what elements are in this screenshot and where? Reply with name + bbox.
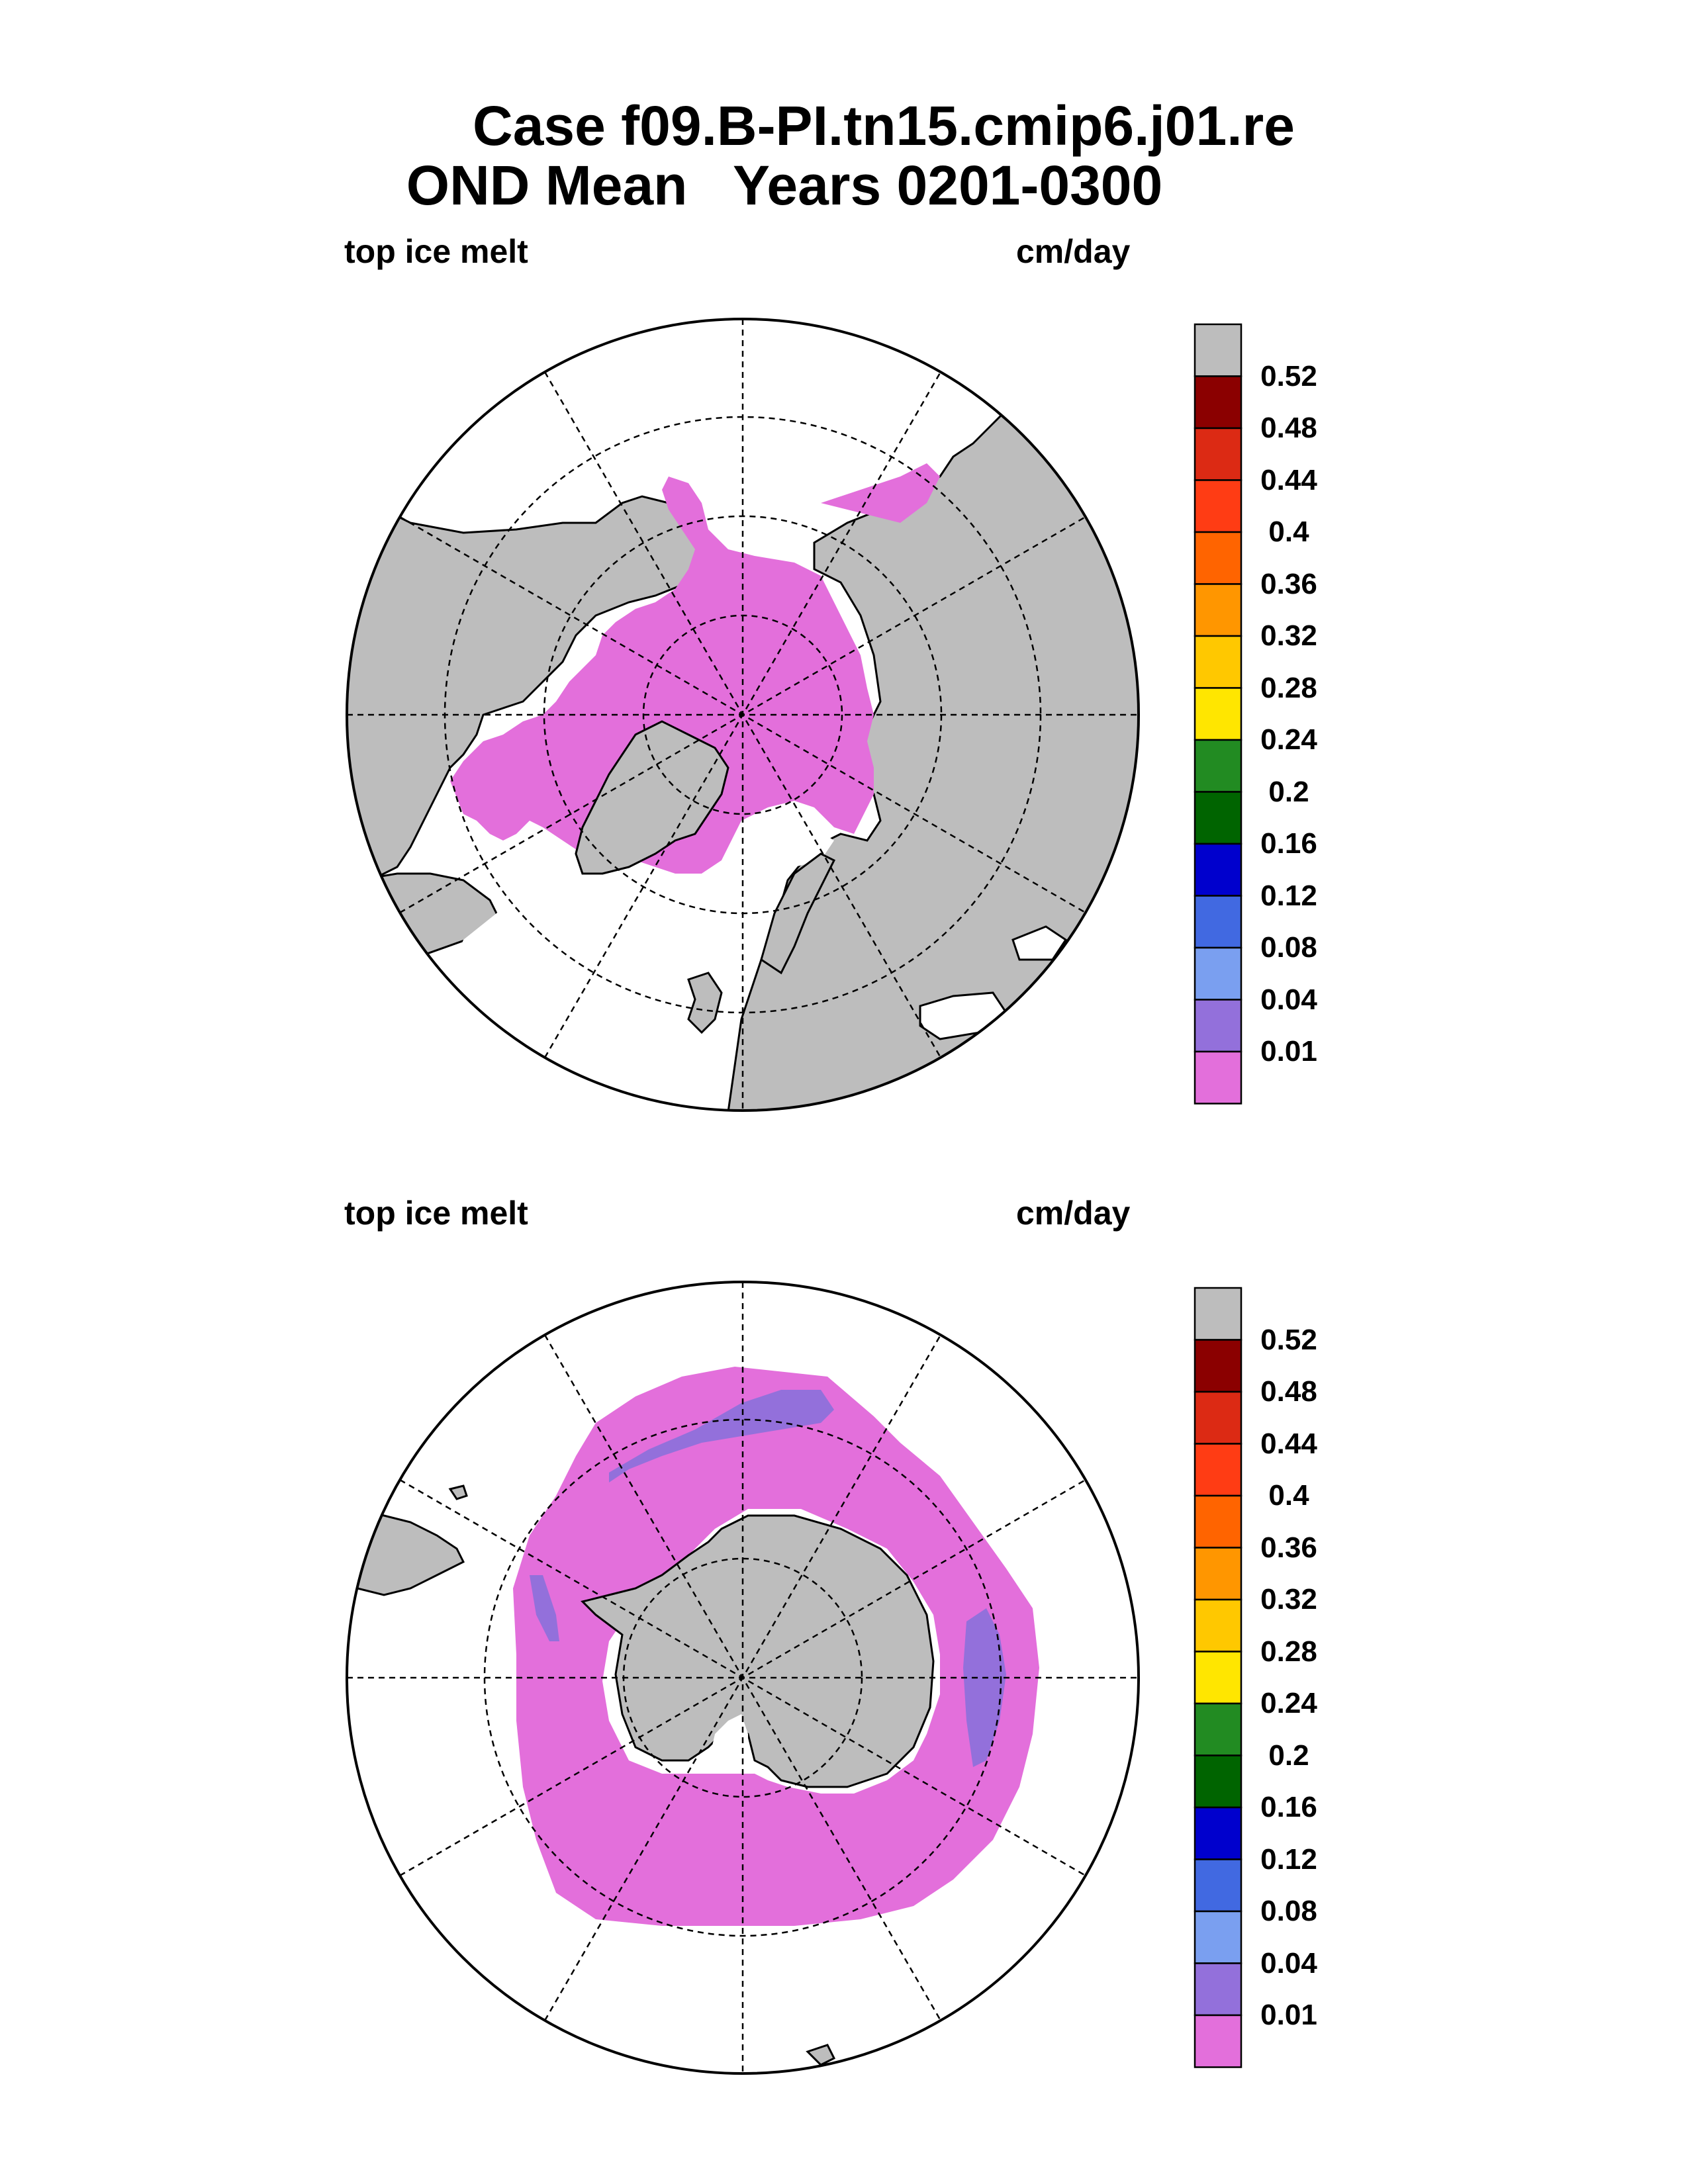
south-colorbar-tick-label: 0.44 [1260,1427,1317,1460]
south-colorbar-box [1194,1702,1243,1756]
north-units-label: cm/day [1016,233,1131,270]
south-colorbar-tick-label: 0.48 [1260,1375,1317,1408]
north-colorbar-box [1194,946,1243,1001]
south-colorbar-box [1194,1754,1243,1809]
north-colorbar-tick-label: 0.01 [1260,1035,1317,1068]
south-colorbar-tick-label: 0.24 [1260,1687,1317,1719]
south-colorbar-box [1194,1390,1243,1445]
north-variable-label: top ice melt [344,233,528,270]
south-colorbar-box [1194,1651,1243,1705]
north-colorbar-tick-label: 0.24 [1260,723,1317,756]
south-units-label: cm/day [1016,1195,1131,1232]
north-colorbar-tick-label: 0.16 [1260,827,1317,860]
north-polar-map [346,318,1140,1112]
south-colorbar-box [1194,1287,1243,1341]
north-colorbar-box [1194,479,1243,533]
south-colorbar-tick-label: 0.52 [1260,1323,1317,1356]
north-colorbar-box [1194,531,1243,585]
south-colorbar-box [1194,1494,1243,1549]
south-colorbar-box [1194,1598,1243,1653]
north-colorbar-box [1194,687,1243,741]
north-colorbar-tick-label: 0.52 [1260,359,1317,392]
south-colorbar-tick-label: 0.28 [1260,1635,1317,1668]
north-colorbar-box [1194,791,1243,845]
south-colorbar-tick-label: 0.01 [1260,1999,1317,2031]
north-colorbar-box [1194,999,1243,1053]
north-colorbar-tick-label: 0.12 [1260,879,1317,912]
north-colorbar-tick-label: 0.2 [1268,775,1309,808]
south-colorbar-tick-label: 0.4 [1268,1479,1309,1512]
north-america-landmass [347,488,703,882]
south-colorbar-tick-label: 0.08 [1260,1895,1317,1927]
north-colorbar-tick-label: 0.4 [1268,516,1309,548]
south-colorbar-box [1194,1443,1243,1497]
south-colorbar-tick-label: 0.36 [1260,1531,1317,1564]
north-colorbar-tick-label: 0.04 [1260,983,1317,1016]
south-colorbar-box [1194,1858,1243,1913]
north-colorbar-box [1194,895,1243,949]
south-colorbar-box [1194,2014,1243,2068]
north-colorbar-tick-label: 0.44 [1260,463,1317,496]
north-colorbar-tick-label: 0.36 [1260,567,1317,600]
north-colorbar [1194,323,1243,1105]
north-colorbar-box [1194,842,1243,897]
north-sea-ice-melt [450,477,874,874]
north-colorbar-tick-label: 0.48 [1260,412,1317,444]
south-colorbar-box [1194,1806,1243,1860]
south-colorbar [1194,1287,1243,2068]
north-colorbar-box [1194,635,1243,689]
figure-title-case: Case f09.B-PI.tn15.cmip6.j01.re [473,95,1295,157]
south-colorbar-box [1194,1339,1243,1393]
south-colorbar-tick-label: 0.04 [1260,1946,1317,1979]
south-polar-map [346,1281,1140,2075]
north-colorbar-tick-label: 0.32 [1260,619,1317,652]
south-colorbar-box [1194,1962,1243,2017]
north-colorbar-tick-label: 0.08 [1260,931,1317,964]
north-colorbar-box [1194,1050,1243,1105]
south-variable-label: top ice melt [344,1195,528,1232]
south-colorbar-tick-label: 0.12 [1260,1843,1317,1876]
south-colorbar-tick-label: 0.2 [1268,1739,1309,1772]
south-colorbar-tick-label: 0.32 [1260,1583,1317,1615]
north-colorbar-box [1194,323,1243,377]
south-colorbar-tick-label: 0.16 [1260,1791,1317,1823]
figure-title-period: OND Mean Years 0201-0300 [406,154,1163,216]
north-colorbar-box [1194,583,1243,637]
south-sea-ice-melt [513,1367,1039,1926]
north-colorbar-tick-label: 0.28 [1260,671,1317,704]
south-colorbar-box [1194,1547,1243,1601]
north-colorbar-box [1194,739,1243,793]
south-colorbar-box [1194,1910,1243,1964]
north-colorbar-box [1194,427,1243,481]
north-colorbar-box [1194,375,1243,430]
